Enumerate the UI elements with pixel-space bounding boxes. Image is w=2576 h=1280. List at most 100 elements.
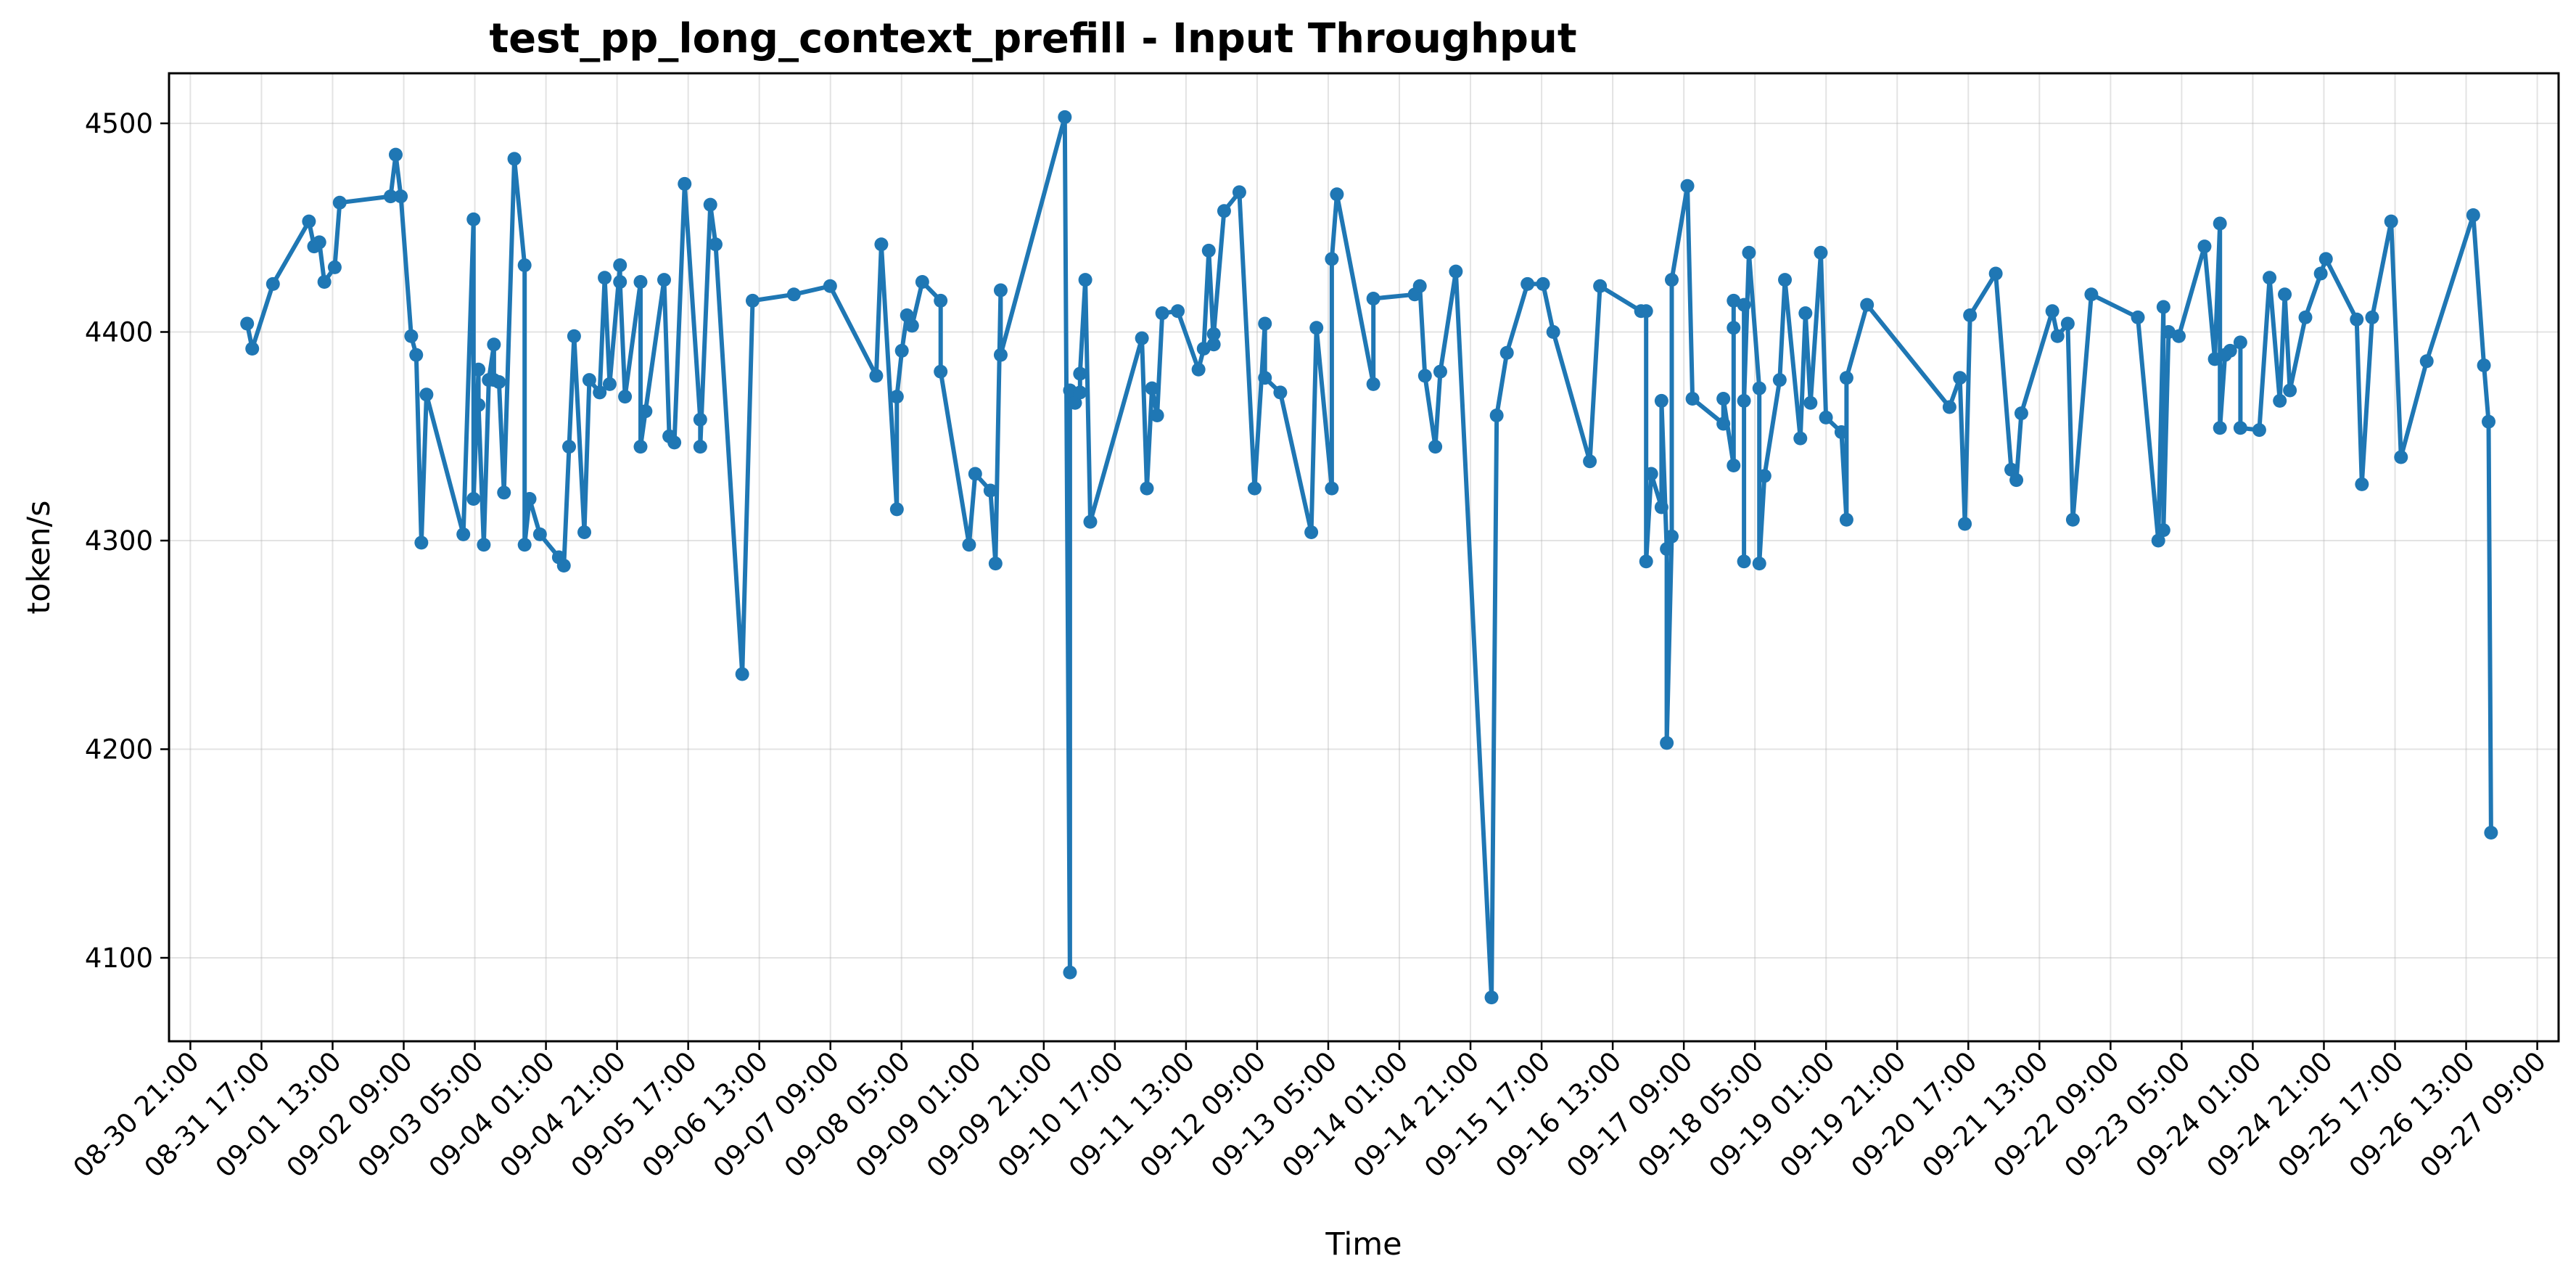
data-point [1150,409,1164,422]
data-point [1140,481,1154,496]
data-point [1206,327,1221,341]
data-point [598,271,612,285]
data-point [2278,287,2292,302]
data-point [1499,345,1514,360]
data-point [517,258,532,272]
data-point [1752,381,1766,395]
data-point [1660,542,1674,556]
data-point [1546,325,1560,339]
data-point [1583,454,1597,469]
data-point [2009,473,2024,488]
data-point [240,316,255,331]
data-point [582,373,596,387]
data-point [1798,306,1813,321]
data-point [1135,331,1149,345]
data-point [1685,392,1700,406]
data-point [1988,266,2003,281]
data-point [404,329,419,343]
data-point [492,375,506,389]
data-point [1819,410,1833,424]
data-point [1330,187,1344,202]
data-point [2313,266,2328,281]
y-tick-label: 4300 [85,525,153,557]
data-point [2156,300,2170,314]
data-point [1449,264,1463,279]
data-point [633,440,648,454]
data-point [693,412,707,427]
data-point [593,385,607,400]
data-point [2350,312,2364,327]
x-axis-label: Time [1325,1226,1402,1263]
data-point [567,329,581,343]
data-point [602,377,617,391]
data-point [2084,287,2099,302]
data-point [477,538,491,552]
data-point [487,337,501,352]
data-point [1428,440,1443,454]
y-axis-label: token/s [21,500,57,614]
data-point [2223,343,2237,358]
data-point [703,197,717,212]
data-point [1325,252,1339,266]
data-point [2014,406,2028,421]
data-point [1752,557,1766,571]
y-tick-label: 4200 [85,734,153,766]
data-point [1963,308,1978,322]
data-point [2131,310,2145,324]
data-point [745,293,760,308]
data-point [962,538,976,552]
data-point [2004,462,2019,477]
data-point [2298,310,2313,324]
data-point [1366,292,1380,305]
data-point [394,189,408,204]
data-point [1839,371,1853,385]
chart-title: test_pp_long_context_prefill - Input Thr… [489,15,1576,62]
data-point [618,390,633,404]
data-point [2466,208,2480,222]
data-point [786,287,801,302]
data-point [1727,459,1741,472]
data-point [245,342,260,356]
data-point [613,275,627,289]
data-point [466,212,481,226]
data-point [507,152,522,166]
data-point [1521,276,1535,291]
data-point [1942,400,1956,414]
data-point [1958,517,1972,531]
data-point [1757,469,1771,483]
data-point [2482,414,2496,429]
data-point [1058,110,1072,124]
data-point [556,559,571,573]
data-point [472,362,486,377]
data-point [2384,214,2398,229]
data-point [934,364,948,379]
data-point [983,483,997,498]
data-point [1814,245,1828,260]
data-point [1258,316,1272,331]
data-point [2283,383,2297,398]
data-point [708,237,723,252]
data-point [1727,293,1741,308]
x-tick-label: 09-27 09:00 [2414,1046,2552,1183]
data-point [1727,321,1741,335]
data-point [1206,337,1221,352]
data-point [1793,431,1808,446]
y-tick-label: 4500 [85,108,153,139]
data-point [1063,965,1077,980]
data-point [1304,525,1319,539]
data-point [638,404,653,419]
data-point [2355,477,2369,491]
data-point [968,467,982,481]
data-point [414,536,429,550]
data-point [1201,243,1216,258]
data-point [1639,554,1653,569]
data-point [1258,371,1272,385]
data-point [1217,204,1231,218]
data-point [2045,304,2059,319]
data-point [1417,369,1432,383]
data-point [1078,273,1092,287]
data-point [2171,329,2186,343]
data-point [2151,533,2165,548]
